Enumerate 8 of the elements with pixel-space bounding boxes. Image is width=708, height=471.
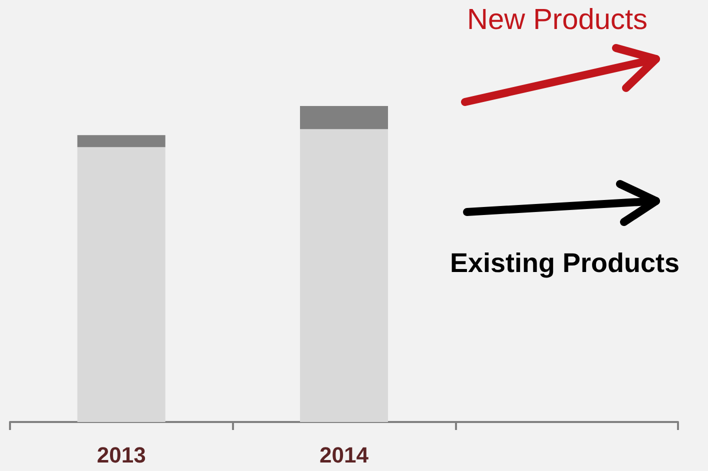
bar	[300, 129, 388, 422]
bar	[77, 135, 166, 148]
annotation: Existing Products	[450, 248, 680, 279]
x-tick-label: 2013	[96, 442, 146, 468]
text: New Products	[467, 4, 648, 37]
x-tick-label: 2014	[320, 442, 370, 468]
bar	[77, 147, 166, 422]
bar	[300, 106, 388, 130]
